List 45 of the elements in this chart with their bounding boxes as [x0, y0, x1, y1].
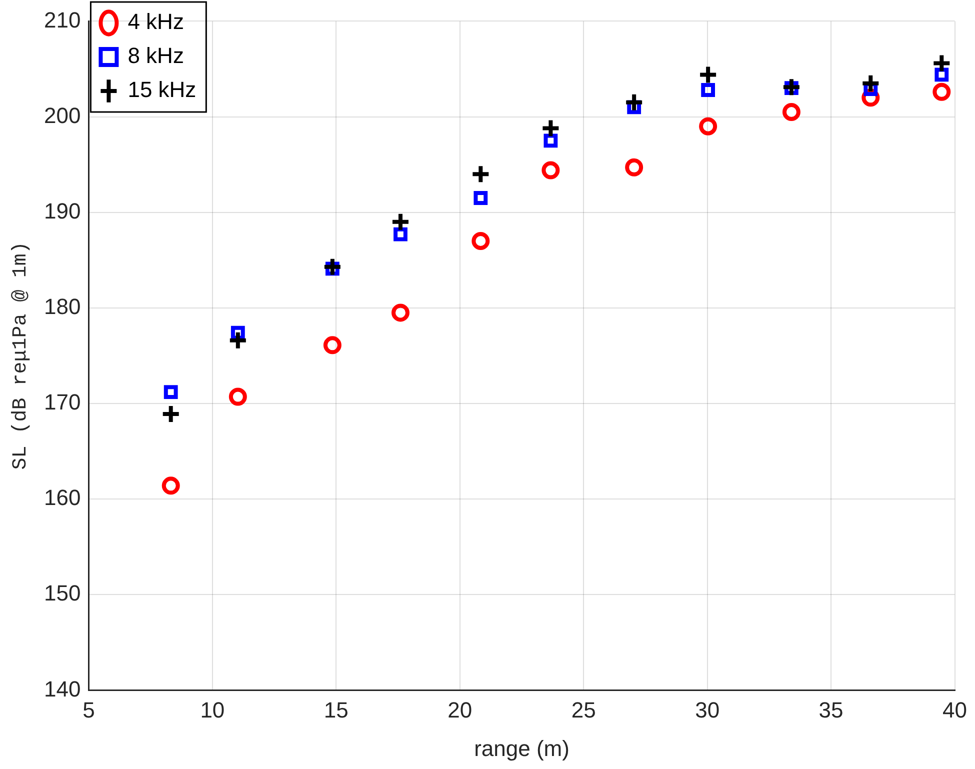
point	[540, 118, 561, 138]
y-tick-label: 190	[44, 198, 81, 224]
y-tick-label: 170	[44, 390, 81, 415]
point	[323, 336, 342, 354]
y-axis-title: SL (dB reμ1Pa @ 1m)	[9, 242, 32, 470]
legend-label: 8 kHz	[128, 43, 184, 68]
point	[391, 304, 410, 322]
x-tick-label: 30	[695, 697, 720, 722]
y-tick-label: 200	[44, 102, 81, 128]
point	[474, 191, 488, 205]
y-tick-label: 150	[44, 580, 81, 606]
x-tick-label: 35	[818, 697, 844, 722]
x-tick-label: 10	[200, 697, 225, 722]
point	[470, 164, 491, 184]
y-tick-label: 160	[44, 485, 81, 510]
x-tick-label: 40	[942, 697, 968, 722]
point	[162, 476, 180, 495]
y-tick-label: 140	[44, 676, 81, 702]
point	[625, 158, 644, 176]
point	[624, 92, 644, 112]
point	[932, 53, 952, 74]
point	[390, 212, 410, 232]
legend-label: 4 kHz	[128, 9, 184, 34]
x-axis-title: range (m)	[474, 736, 570, 761]
y-tick-label: 210	[44, 7, 81, 32]
x-tick-label: 5	[82, 697, 95, 722]
point	[228, 330, 248, 350]
x-tick-label: 15	[324, 697, 348, 722]
x-tick-label: 20	[448, 697, 472, 722]
point	[781, 77, 802, 98]
point	[228, 388, 247, 406]
point	[701, 83, 716, 97]
point	[160, 404, 181, 424]
point	[698, 64, 718, 85]
point	[860, 73, 881, 94]
x-tick-label: 25	[571, 697, 596, 722]
point	[542, 161, 560, 180]
point	[932, 82, 951, 101]
legend-label: 15 kHz	[128, 77, 196, 102]
point	[322, 256, 342, 277]
point	[699, 117, 718, 136]
point	[472, 232, 490, 250]
point	[164, 385, 178, 399]
point	[782, 102, 800, 121]
y-tick-label: 180	[44, 294, 81, 319]
